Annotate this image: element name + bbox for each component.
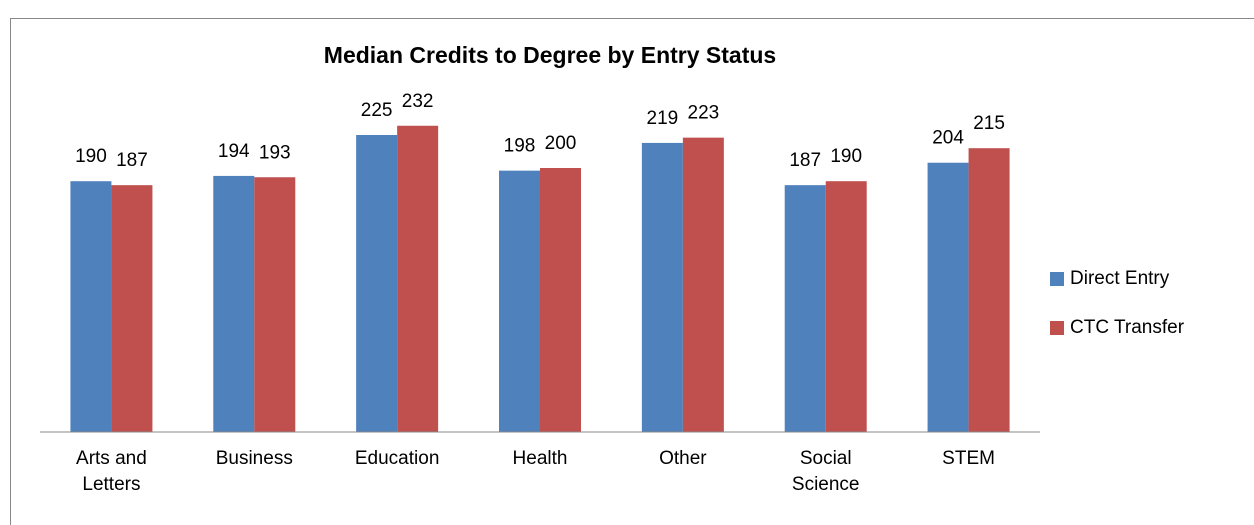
legend-swatch <box>1050 321 1064 335</box>
bar <box>111 185 153 432</box>
bar <box>968 148 1010 432</box>
data-label: 204 <box>932 128 964 149</box>
bar <box>927 162 969 432</box>
legend-label: Direct Entry <box>1070 268 1170 289</box>
data-label: 215 <box>973 113 1005 134</box>
bar <box>641 142 683 433</box>
data-label: 232 <box>402 91 434 112</box>
bar <box>254 177 296 432</box>
legend-label: CTC Transfer <box>1070 317 1185 338</box>
bar <box>784 185 826 432</box>
data-label: 198 <box>504 136 536 157</box>
data-label: 193 <box>259 142 291 163</box>
x-tick-label: Social Science <box>791 448 860 495</box>
bar <box>213 175 255 433</box>
data-label: 225 <box>361 100 393 121</box>
chart-title: Median Credits to Degree by Entry Status <box>324 42 776 68</box>
data-label: 223 <box>688 103 720 124</box>
data-label: 187 <box>116 150 148 171</box>
x-tick-label: STEM <box>942 448 995 469</box>
data-label: 190 <box>75 146 107 167</box>
bar <box>356 135 398 432</box>
x-tick-label: Business <box>215 448 293 469</box>
bar <box>499 170 540 432</box>
bar <box>70 181 112 432</box>
bar <box>682 137 724 432</box>
bar <box>397 125 439 432</box>
legend-swatch <box>1050 272 1064 286</box>
data-label: 200 <box>545 133 577 154</box>
bar <box>825 181 867 432</box>
chart-frame <box>10 18 1254 525</box>
bar <box>540 168 581 432</box>
data-label: 194 <box>218 141 250 162</box>
data-label: 187 <box>789 150 821 171</box>
x-tick-label: Arts and Letters <box>76 448 147 495</box>
x-tick-label: Education <box>354 448 440 469</box>
data-label: 190 <box>830 146 862 167</box>
data-label: 219 <box>647 108 679 129</box>
x-tick-label: Health <box>512 448 568 469</box>
x-tick-label: Other <box>659 448 707 469</box>
